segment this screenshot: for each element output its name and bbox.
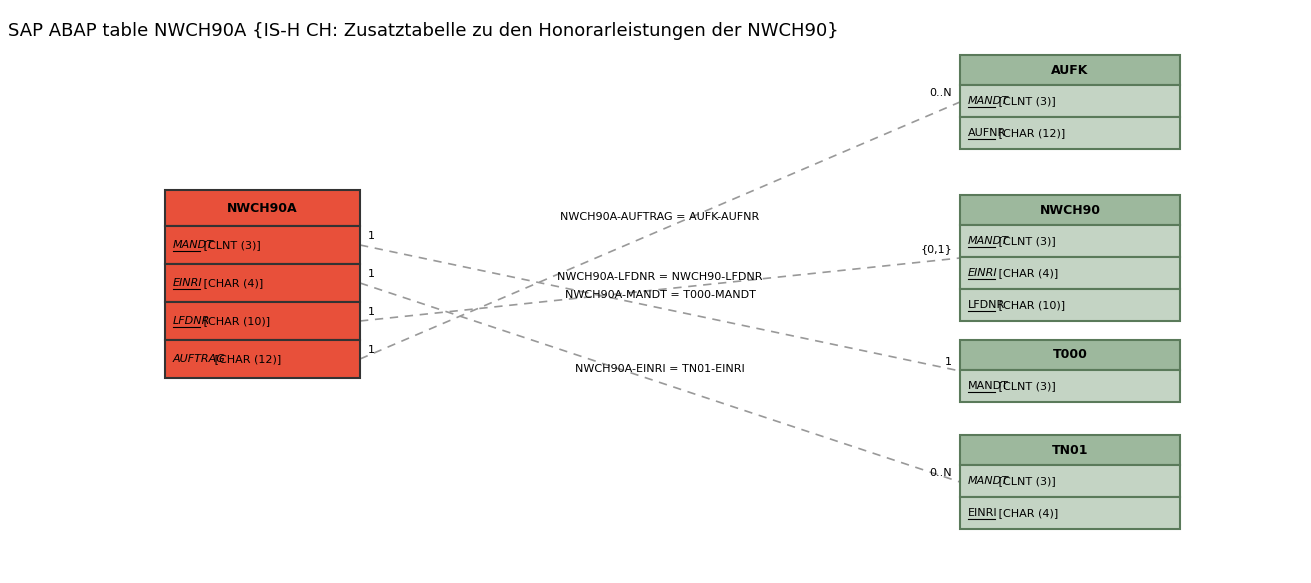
Text: [CHAR (4)]: [CHAR (4)] (201, 278, 264, 288)
FancyBboxPatch shape (960, 435, 1180, 465)
Text: 1: 1 (368, 269, 375, 279)
FancyBboxPatch shape (960, 289, 1180, 321)
Text: MANDT: MANDT (968, 236, 1009, 246)
FancyBboxPatch shape (960, 370, 1180, 402)
FancyBboxPatch shape (165, 302, 361, 340)
Text: {0,1}: {0,1} (920, 244, 952, 254)
Text: NWCH90A: NWCH90A (227, 202, 298, 215)
Text: T000: T000 (1053, 349, 1087, 361)
FancyBboxPatch shape (165, 190, 361, 226)
FancyBboxPatch shape (960, 195, 1180, 225)
Text: 1: 1 (368, 231, 375, 241)
Text: MANDT: MANDT (968, 381, 1009, 391)
FancyBboxPatch shape (960, 465, 1180, 497)
FancyBboxPatch shape (960, 55, 1180, 85)
Text: [CHAR (10)]: [CHAR (10)] (995, 300, 1066, 310)
FancyBboxPatch shape (960, 340, 1180, 370)
Text: MANDT: MANDT (173, 240, 214, 250)
Text: 1: 1 (368, 345, 375, 355)
Text: [CLNT (3)]: [CLNT (3)] (995, 96, 1057, 106)
FancyBboxPatch shape (165, 264, 361, 302)
Text: EINRI: EINRI (173, 278, 203, 288)
Text: LFDNR: LFDNR (968, 300, 1006, 310)
Text: NWCH90A-LFDNR = NWCH90-LFDNR: NWCH90A-LFDNR = NWCH90-LFDNR (557, 272, 763, 282)
Text: MANDT: MANDT (968, 96, 1009, 106)
FancyBboxPatch shape (960, 497, 1180, 529)
FancyBboxPatch shape (960, 225, 1180, 257)
Text: [CLNT (3)]: [CLNT (3)] (995, 381, 1057, 391)
Text: LFDNR: LFDNR (173, 316, 210, 326)
Text: [CHAR (12)]: [CHAR (12)] (211, 354, 282, 364)
Text: 0..N: 0..N (929, 88, 952, 98)
FancyBboxPatch shape (960, 117, 1180, 149)
Text: TN01: TN01 (1051, 444, 1088, 456)
Text: [CHAR (4)]: [CHAR (4)] (995, 268, 1059, 278)
Text: [CLNT (3)]: [CLNT (3)] (995, 236, 1057, 246)
Text: [CLNT (3)]: [CLNT (3)] (995, 476, 1057, 486)
Text: NWCH90A-EINRI = TN01-EINRI: NWCH90A-EINRI = TN01-EINRI (576, 364, 745, 374)
Text: [CHAR (4)]: [CHAR (4)] (995, 508, 1059, 518)
Text: EINRI: EINRI (968, 268, 998, 278)
Text: [CHAR (10)]: [CHAR (10)] (201, 316, 270, 326)
Text: [CHAR (12)]: [CHAR (12)] (995, 128, 1066, 138)
Text: AUFNR: AUFNR (968, 128, 1007, 138)
Text: 0..N: 0..N (929, 468, 952, 478)
Text: SAP ABAP table NWCH90A {IS-H CH: Zusatztabelle zu den Honorarleistungen der NWCH: SAP ABAP table NWCH90A {IS-H CH: Zusatzt… (8, 22, 839, 40)
Text: NWCH90: NWCH90 (1040, 203, 1100, 216)
FancyBboxPatch shape (165, 226, 361, 264)
FancyBboxPatch shape (960, 85, 1180, 117)
Text: [CLNT (3)]: [CLNT (3)] (201, 240, 261, 250)
Text: NWCH90A-MANDT = T000-MANDT: NWCH90A-MANDT = T000-MANDT (565, 290, 755, 300)
Text: AUFK: AUFK (1051, 64, 1088, 76)
Text: 1: 1 (368, 307, 375, 317)
FancyBboxPatch shape (960, 257, 1180, 289)
Text: EINRI: EINRI (968, 508, 998, 518)
FancyBboxPatch shape (165, 340, 361, 378)
Text: NWCH90A-AUFTRAG = AUFK-AUFNR: NWCH90A-AUFTRAG = AUFK-AUFNR (560, 212, 759, 223)
Text: MANDT: MANDT (968, 476, 1009, 486)
Text: AUFTRAG: AUFTRAG (173, 354, 225, 364)
Text: 1: 1 (945, 357, 952, 367)
